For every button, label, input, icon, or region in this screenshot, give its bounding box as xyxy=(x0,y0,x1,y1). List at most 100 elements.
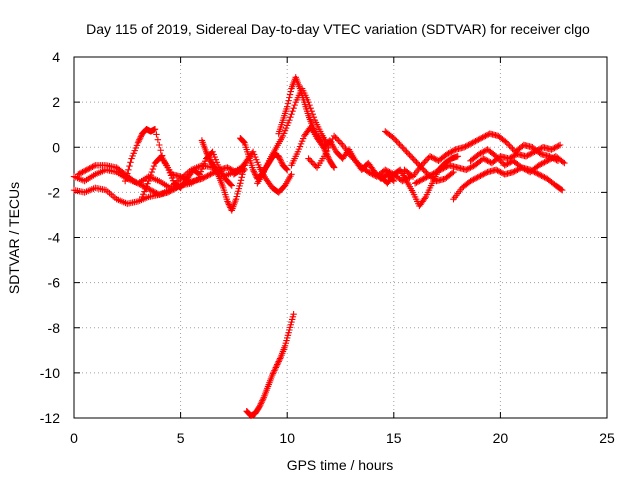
data-point xyxy=(87,164,95,171)
data-point xyxy=(154,136,162,143)
x-tick-label: 15 xyxy=(386,430,402,446)
data-point xyxy=(288,110,295,118)
axis-ticks xyxy=(73,56,608,419)
data-point xyxy=(505,141,512,148)
data-point xyxy=(521,165,528,173)
data-point xyxy=(157,147,164,154)
data-point xyxy=(561,159,568,167)
data-point xyxy=(534,147,541,154)
data-point xyxy=(202,148,210,155)
data-point xyxy=(460,144,468,151)
data-point xyxy=(338,140,345,147)
data-point xyxy=(504,160,511,167)
y-tick-label: -4 xyxy=(48,230,61,246)
data-point xyxy=(527,150,534,158)
data-point xyxy=(413,179,420,186)
data-point xyxy=(147,171,154,179)
series-track-s xyxy=(243,311,297,419)
data-point xyxy=(286,91,294,98)
data-point xyxy=(476,135,483,143)
data-point xyxy=(479,134,486,141)
data-point xyxy=(309,110,316,118)
data-point xyxy=(498,159,506,166)
data-point xyxy=(535,171,542,178)
data-point xyxy=(288,171,295,178)
data-point xyxy=(383,167,390,174)
data-point xyxy=(502,161,510,168)
data-point xyxy=(386,168,393,176)
data-point xyxy=(536,161,544,168)
data-point xyxy=(224,164,231,171)
data-point xyxy=(511,168,518,175)
data-point xyxy=(541,174,548,181)
data-point xyxy=(557,186,565,193)
data-point xyxy=(123,174,130,181)
data-point xyxy=(468,140,475,147)
data-point xyxy=(256,403,263,410)
data-point xyxy=(437,166,444,174)
data-point xyxy=(366,169,373,177)
data-point xyxy=(83,166,90,174)
data-point xyxy=(136,135,144,142)
data-point xyxy=(259,395,267,403)
data-point xyxy=(534,170,541,177)
data-point xyxy=(434,168,442,175)
data-point xyxy=(382,166,389,174)
data-point xyxy=(225,199,232,207)
data-point xyxy=(228,166,235,174)
data-point xyxy=(213,168,221,176)
data-point xyxy=(308,158,315,165)
data-point xyxy=(276,356,283,364)
data-point xyxy=(168,186,176,194)
data-point xyxy=(270,368,277,376)
data-point xyxy=(556,141,564,149)
data-point xyxy=(212,167,220,174)
data-point xyxy=(421,195,428,202)
data-point xyxy=(150,162,158,170)
data-point xyxy=(311,161,318,168)
plot-frame xyxy=(73,56,608,419)
data-point xyxy=(85,165,92,173)
data-point xyxy=(548,146,555,153)
data-point xyxy=(406,151,413,158)
y-tick-label: -10 xyxy=(40,365,60,381)
data-point xyxy=(153,131,160,138)
y-tick-label: -12 xyxy=(40,410,60,426)
data-point xyxy=(535,162,542,169)
data-point xyxy=(239,138,247,145)
data-point xyxy=(413,159,420,166)
x-tick-label: 5 xyxy=(177,430,185,446)
data-point xyxy=(276,355,284,362)
data-point xyxy=(473,174,480,182)
data-point xyxy=(404,150,412,157)
data-point xyxy=(136,136,143,143)
data-point xyxy=(145,177,152,185)
data-point xyxy=(147,186,154,194)
data-point xyxy=(208,170,216,177)
data-point xyxy=(352,157,359,164)
data-point xyxy=(418,162,425,169)
data-point xyxy=(137,133,145,140)
data-point xyxy=(431,155,438,162)
data-point xyxy=(312,162,319,170)
data-point xyxy=(443,163,450,171)
data-point xyxy=(495,168,503,175)
data-point xyxy=(544,157,551,164)
data-point xyxy=(472,138,479,145)
data-point xyxy=(153,189,160,197)
data-point xyxy=(286,94,293,101)
data-point xyxy=(478,149,486,156)
data-point xyxy=(350,156,358,163)
data-point xyxy=(177,173,184,180)
data-point xyxy=(150,188,157,195)
x-tick-label: 20 xyxy=(493,430,509,446)
data-point xyxy=(470,138,478,146)
data-point xyxy=(269,370,277,377)
data-point xyxy=(353,159,361,166)
data-point xyxy=(428,153,435,161)
data-point xyxy=(205,171,213,179)
data-point xyxy=(475,136,482,143)
data-point xyxy=(441,164,449,171)
data-point xyxy=(506,142,513,149)
data-point xyxy=(410,156,417,163)
